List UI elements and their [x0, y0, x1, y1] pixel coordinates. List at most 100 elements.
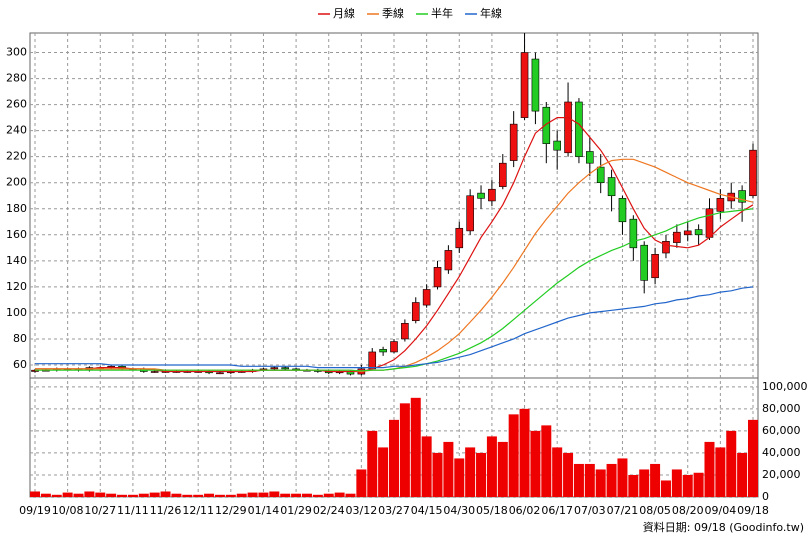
- volume-bar: [280, 493, 291, 497]
- volume-bar: [748, 419, 758, 497]
- candle-body: [738, 190, 746, 203]
- candle-body: [150, 371, 159, 373]
- x-tick-label: 09/18: [737, 504, 769, 517]
- candle-body: [586, 151, 594, 164]
- volume-bar: [530, 430, 541, 497]
- volume-bar: [552, 447, 563, 497]
- price-panel: [29, 32, 759, 379]
- volume-bar: [106, 493, 117, 497]
- volume-bar: [138, 493, 149, 497]
- volume-bar: [269, 491, 280, 497]
- volume-bar: [606, 463, 617, 497]
- volume-bar: [715, 447, 726, 497]
- candle-body: [651, 254, 659, 279]
- x-tick-label: 07/03: [574, 504, 606, 517]
- ma-line: [35, 208, 754, 372]
- x-tick-label: 04/30: [443, 504, 475, 517]
- x-tick-label: 02/24: [313, 504, 345, 517]
- volume-bar: [117, 494, 128, 497]
- x-tick-label: 09/04: [705, 504, 737, 517]
- volume-bar: [541, 425, 552, 497]
- y-tick-label: 260: [6, 98, 27, 111]
- volume-bar: [465, 447, 476, 497]
- volume-bar: [660, 480, 671, 497]
- volume-bar: [334, 492, 345, 497]
- volume-bar: [149, 492, 160, 497]
- candle-body: [575, 101, 583, 157]
- volume-bar: [628, 474, 639, 497]
- candle-body: [390, 341, 398, 353]
- volume-bar: [356, 469, 367, 497]
- volume-tick-label: 60,000: [762, 424, 801, 437]
- volume-bar: [367, 430, 378, 497]
- candle-body: [705, 208, 714, 238]
- y-tick-label: 200: [6, 176, 27, 189]
- volume-bar: [84, 491, 95, 497]
- volume-bar: [508, 414, 519, 497]
- volume-tick-label: 20,000: [762, 468, 801, 481]
- volume-bar: [171, 493, 182, 497]
- candle-body: [629, 218, 638, 249]
- x-tick-label: 06/17: [541, 504, 573, 517]
- x-tick-label: 05/18: [476, 504, 508, 517]
- volume-bar: [51, 494, 62, 497]
- candle-body: [531, 58, 540, 112]
- volume-bar: [236, 493, 247, 497]
- candle-body: [640, 244, 649, 281]
- volume-bar: [399, 403, 410, 497]
- x-tick-label: 09/19: [19, 504, 51, 517]
- candle-body: [401, 323, 409, 340]
- volume-bar: [432, 452, 443, 497]
- volume-bar: [563, 452, 574, 497]
- candle-body: [694, 229, 703, 236]
- volume-tick-label: 40,000: [762, 446, 801, 459]
- y-tick-label: 120: [6, 280, 27, 293]
- volume-bar: [519, 408, 530, 497]
- y-tick-label: 60: [13, 358, 27, 371]
- volume-bar: [40, 493, 51, 497]
- candle-body: [520, 52, 529, 118]
- volume-bar: [410, 397, 421, 497]
- volume-bar: [182, 494, 193, 497]
- candle-body: [488, 188, 496, 202]
- legend-label: 半年: [431, 6, 453, 20]
- candle-body: [673, 231, 681, 243]
- candle-body: [596, 166, 605, 184]
- volume-tick-label: 0: [762, 490, 769, 503]
- volume-bar: [443, 441, 454, 497]
- volume-bar: [584, 463, 595, 497]
- candle-body: [662, 241, 670, 254]
- volume-bar: [573, 463, 584, 497]
- volume-tick-label: 100,000: [762, 380, 808, 393]
- x-tick-label: 10/08: [52, 504, 84, 517]
- candle-body: [444, 250, 453, 271]
- candle-body: [379, 349, 387, 353]
- volume-bar: [160, 491, 171, 497]
- candle-body: [466, 195, 474, 232]
- volume-bar: [214, 494, 225, 497]
- volume-bar: [225, 494, 236, 497]
- volume-bar: [193, 494, 204, 497]
- volume-bar: [617, 458, 628, 497]
- ma-line: [35, 286, 754, 369]
- volume-bar: [671, 469, 682, 497]
- y-tick-label: 280: [6, 72, 27, 85]
- y-tick-label: 160: [6, 228, 27, 241]
- volume-bar: [389, 419, 399, 497]
- volume-bar: [204, 493, 215, 497]
- x-tick-label: 01/14: [248, 504, 280, 517]
- volume-bar: [704, 441, 715, 497]
- candle-body: [716, 198, 725, 212]
- volume-bar: [726, 430, 737, 497]
- candle-body: [477, 192, 485, 199]
- legend-label: 季線: [382, 6, 404, 20]
- volume-bar: [323, 493, 334, 497]
- x-tick-label: 12/11: [182, 504, 214, 517]
- y-tick-label: 240: [6, 124, 27, 137]
- candle-body: [498, 162, 507, 187]
- volume-bar: [62, 492, 73, 497]
- volume-bar: [378, 447, 389, 497]
- volume-bar: [639, 469, 650, 497]
- candle-body: [553, 140, 561, 151]
